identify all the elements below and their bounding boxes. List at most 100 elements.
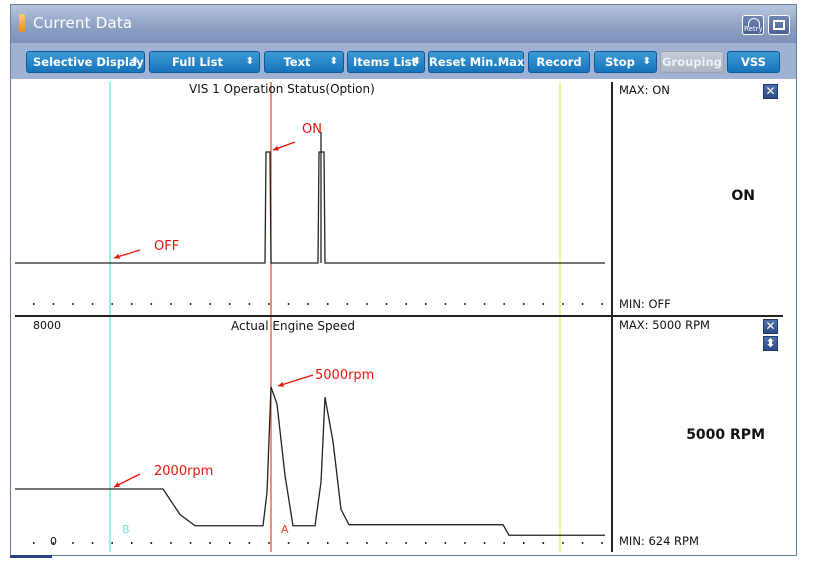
axis-tick	[366, 303, 368, 305]
axis-tick	[33, 542, 35, 544]
spinner-icon: ⬍	[642, 56, 651, 67]
spinner-icon: ⬍	[412, 56, 421, 67]
axis-tick	[52, 303, 55, 305]
axis-tick	[307, 303, 309, 305]
axis-tick	[562, 542, 564, 544]
axis-tick	[542, 303, 545, 305]
full-list-button[interactable]: Full List ⬍	[149, 51, 260, 73]
vis-status-plot: VIS 1 Operation Status(Option) ON OFF	[15, 82, 613, 315]
2000rpm-annotation: 2000rpm	[154, 464, 214, 479]
axis-tick	[425, 542, 427, 544]
axis-tick	[483, 542, 486, 544]
selective-display-button[interactable]: Selective Display ⬍	[26, 51, 145, 73]
items-list-label: Items List	[353, 55, 418, 69]
axis-tick	[209, 542, 211, 544]
grouping-button[interactable]: Grouping	[660, 51, 724, 73]
axis-tick	[562, 303, 564, 305]
axis-tick	[405, 303, 407, 305]
engine-speed-title: Actual Engine Speed	[231, 319, 355, 333]
expand-icon[interactable]: ⬍	[763, 336, 778, 351]
axis-tick	[229, 542, 231, 544]
axis-tick	[581, 542, 584, 544]
axis-tick	[464, 542, 466, 544]
axis-tick	[287, 542, 290, 544]
items-list-button[interactable]: Items List ⬍	[347, 51, 425, 73]
axis-tick	[150, 542, 153, 544]
axis-tick	[170, 542, 172, 544]
title-bar: Current Data Retry	[11, 5, 796, 43]
close-icon[interactable]: ✕	[763, 319, 778, 334]
axis-tick	[346, 303, 349, 305]
axis-tick	[287, 303, 290, 305]
vis-status-panel: VIS 1 Operation Status(Option) ON OFF MA…	[15, 82, 783, 315]
window-title: Current Data	[33, 14, 133, 32]
engine-speed-line	[15, 386, 605, 536]
axis-tick	[307, 542, 309, 544]
cursor-a-label: A	[281, 523, 289, 536]
axis-tick	[366, 542, 368, 544]
axis-tick	[327, 542, 329, 544]
spinner-icon: ⬍	[130, 56, 139, 67]
axis-tick	[405, 542, 407, 544]
y-min-label: 0	[50, 535, 57, 548]
engine-speed-info: MAX: 5000 RPM 5000 RPM MIN: 624 RPM ✕ ⬍	[615, 317, 783, 552]
retry-icon[interactable]: Retry	[742, 15, 764, 35]
engine-speed-chart	[15, 317, 605, 552]
axis-tick	[229, 303, 231, 305]
engine-speed-plot: 8000 0 Actual Engine Speed 5000rpm 2000r…	[15, 317, 613, 552]
axis-tick	[52, 542, 55, 544]
axis-tick	[91, 303, 94, 305]
axis-tick	[72, 542, 74, 544]
restore-icon[interactable]	[768, 15, 790, 35]
full-list-label: Full List	[172, 55, 223, 69]
vis-status-info: MAX: ON ON MIN: OFF ✕	[615, 82, 783, 315]
5000rpm-arrow	[277, 374, 314, 387]
axis-tick	[327, 303, 329, 305]
scroll-indicator	[10, 555, 52, 558]
reset-minmax-label: Reset Min.Max	[429, 55, 525, 69]
axis-tick	[189, 303, 192, 305]
engine-speed-panel: 8000 0 Actual Engine Speed 5000rpm 2000r…	[15, 317, 783, 552]
record-label: Record	[536, 55, 582, 69]
reset-minmax-button[interactable]: Reset Min.Max	[428, 51, 524, 73]
vis-status-min: MIN: OFF	[619, 297, 671, 311]
cursor-b-label: B	[122, 523, 130, 536]
vis-status-current: ON	[731, 188, 755, 204]
axis-tick	[444, 303, 447, 305]
axis-tick	[581, 303, 584, 305]
axis-tick	[464, 303, 466, 305]
axis-tick	[131, 303, 133, 305]
axis-tick	[209, 303, 211, 305]
spinner-icon: ⬍	[329, 56, 338, 67]
grouping-label: Grouping	[662, 55, 722, 69]
axis-tick	[150, 303, 153, 305]
vis-status-chart	[15, 82, 605, 315]
record-button[interactable]: Record	[528, 51, 590, 73]
axis-tick	[444, 542, 447, 544]
toolbar: Selective Display ⬍ Full List ⬍ Text ⬍ I…	[11, 43, 796, 79]
axis-tick	[170, 303, 172, 305]
spinner-icon: ⬍	[245, 56, 254, 67]
vss-button[interactable]: VSS	[727, 51, 780, 73]
engine-speed-min: MIN: 624 RPM	[619, 534, 699, 548]
engine-speed-current: 5000 RPM	[686, 427, 765, 443]
axis-tick	[91, 542, 94, 544]
2000rpm-arrow-head	[114, 482, 120, 487]
axis-tick	[385, 303, 388, 305]
off-arrow-head	[114, 253, 120, 259]
axis-tick	[72, 303, 74, 305]
axis-tick	[346, 542, 349, 544]
axis-tick	[111, 542, 113, 544]
panel-divider	[15, 315, 783, 317]
axis-tick	[111, 303, 113, 305]
text-label: Text	[283, 55, 311, 69]
y-max-label: 8000	[33, 319, 61, 332]
axis-tick	[601, 303, 603, 305]
on-annotation: ON	[302, 122, 322, 137]
axis-tick	[385, 542, 388, 544]
close-icon[interactable]: ✕	[763, 84, 778, 99]
text-button[interactable]: Text ⬍	[264, 51, 344, 73]
selective-display-label: Selective Display	[33, 55, 144, 69]
stop-button[interactable]: Stop ⬍	[594, 51, 657, 73]
axis-tick	[503, 542, 505, 544]
